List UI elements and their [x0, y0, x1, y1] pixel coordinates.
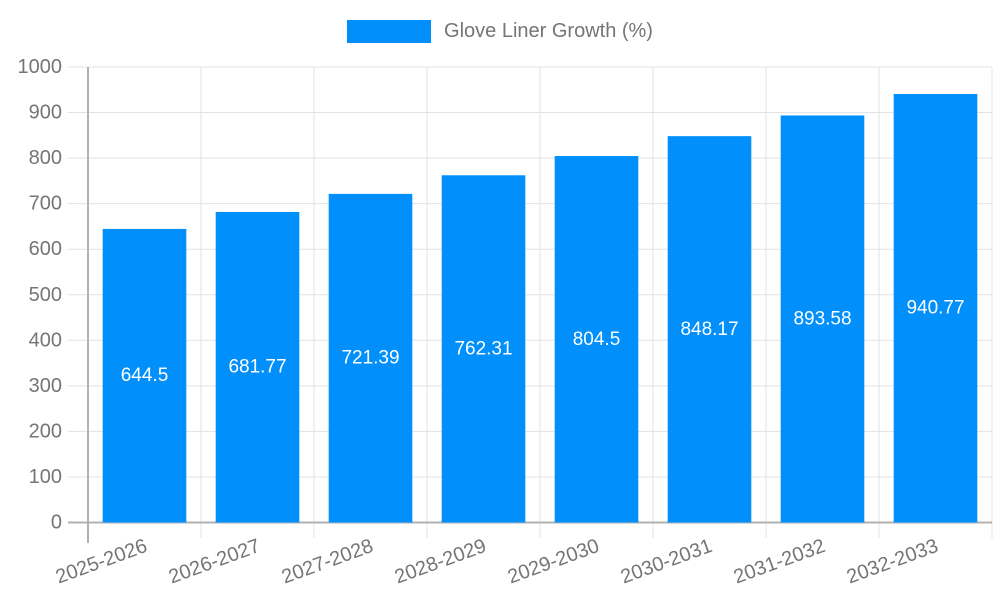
bar[interactable]: [667, 136, 752, 523]
bar[interactable]: [554, 156, 639, 523]
x-tick-label: 2028-2029: [392, 535, 489, 588]
bar-value-label: 644.5: [121, 365, 169, 386]
bar[interactable]: [893, 93, 978, 523]
x-tick-label: 2025-2026: [53, 535, 150, 588]
x-tick-label: 2029-2030: [505, 535, 602, 588]
y-tick-label: 800: [29, 147, 62, 169]
legend: Glove Liner Growth (%): [0, 20, 1000, 43]
x-tick-label: 2030-2031: [618, 535, 715, 588]
bar-value-label: 940.77: [906, 298, 964, 319]
bar-value-label: 804.5: [573, 329, 621, 350]
legend-swatch: [347, 20, 432, 43]
legend-item[interactable]: Glove Liner Growth (%): [347, 20, 653, 43]
y-tick-label: 0: [51, 512, 62, 534]
x-tick-label: 2032-2033: [844, 535, 941, 588]
bar[interactable]: [441, 175, 526, 523]
y-tick-label: 700: [29, 193, 62, 215]
bar[interactable]: [328, 193, 413, 523]
x-tick-label: 2026-2027: [166, 535, 263, 588]
x-tick-label: 2027-2028: [279, 535, 376, 588]
bar[interactable]: [102, 228, 187, 523]
y-tick-label: 900: [29, 102, 62, 124]
bar[interactable]: [780, 115, 865, 523]
x-tick-label: 2031-2032: [731, 535, 828, 588]
y-tick-label: 300: [29, 375, 62, 397]
y-tick-label: 100: [29, 466, 62, 488]
bar-value-label: 848.17: [680, 319, 738, 340]
y-tick-label: 400: [29, 329, 62, 351]
y-tick-label: 1000: [18, 56, 63, 78]
bar-value-label: 893.58: [793, 308, 851, 329]
bar-value-label: 762.31: [454, 338, 512, 359]
y-tick-label: 500: [29, 284, 62, 306]
legend-label: Glove Liner Growth (%): [444, 20, 653, 42]
bar-value-label: 681.77: [228, 357, 286, 378]
y-tick-label: 600: [29, 238, 62, 260]
bar-value-label: 721.39: [341, 348, 399, 369]
bar[interactable]: [215, 211, 300, 523]
y-tick-label: 200: [29, 420, 62, 442]
